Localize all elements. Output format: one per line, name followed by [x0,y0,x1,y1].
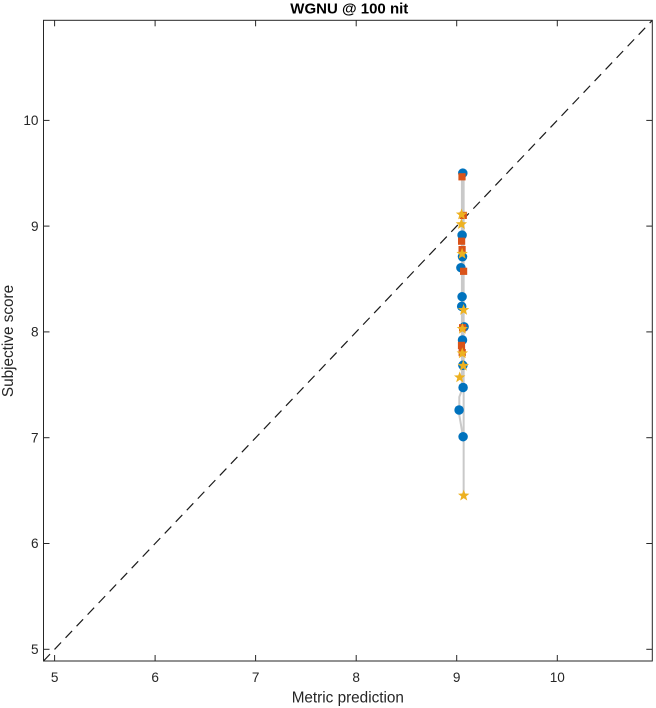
svg-text:5: 5 [31,642,39,657]
svg-text:9: 9 [453,670,461,685]
svg-text:9: 9 [31,219,39,234]
svg-text:Metric prediction: Metric prediction [292,690,404,707]
svg-text:8: 8 [31,325,39,340]
svg-text:WGNU @ 100 nit: WGNU @ 100 nit [290,1,408,18]
svg-text:7: 7 [252,670,260,685]
svg-text:6: 6 [151,670,159,685]
svg-text:5: 5 [51,670,59,685]
svg-text:7: 7 [31,430,39,445]
svg-text:10: 10 [23,113,39,128]
svg-text:6: 6 [31,536,39,551]
svg-text:8: 8 [352,670,360,685]
svg-text:10: 10 [550,670,566,685]
svg-text:Subjective score: Subjective score [0,285,17,397]
